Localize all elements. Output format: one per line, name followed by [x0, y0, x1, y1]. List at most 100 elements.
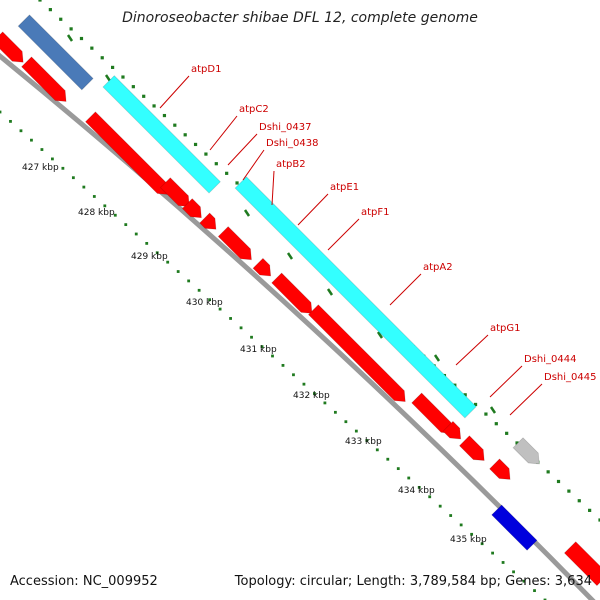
tick-dot: [173, 123, 177, 127]
gene-label-leader: [209, 115, 238, 151]
gene-label[interactable]: atpA2: [423, 262, 453, 273]
length-label: Length:: [356, 574, 406, 589]
tick-dot: [292, 373, 295, 377]
gene-red-small[interactable]: [489, 458, 511, 480]
major-tick: [104, 74, 112, 82]
gene-Dshi_0437[interactable]: [181, 198, 202, 219]
major-tick: [286, 252, 294, 260]
tick-dot: [588, 508, 592, 512]
accession-label: Accession:: [10, 574, 79, 589]
major-tick: [326, 288, 334, 296]
features-layer: [0, 14, 600, 587]
gene-atpD1[interactable]: [84, 111, 169, 195]
tick-dot: [260, 345, 264, 349]
tick-dot: [214, 162, 218, 166]
inner-tick-row: [0, 110, 547, 600]
tick-dot: [121, 75, 125, 79]
tick-dot: [103, 204, 107, 208]
tick-dot: [166, 260, 170, 264]
gene-label-leader: [389, 273, 422, 306]
gene-atpF1[interactable]: [271, 272, 313, 314]
gene-Dshi_0445[interactable]: [458, 435, 485, 461]
tick-dot: [428, 495, 432, 499]
tick-dot: [543, 598, 547, 600]
tick-dot: [176, 270, 180, 273]
gene-label[interactable]: Dshi_0438: [266, 138, 318, 149]
feature-atp-cluster[interactable]: [234, 176, 477, 419]
tick-dot: [522, 579, 526, 583]
tick-dot: [61, 166, 65, 170]
gene-label-leader: [242, 149, 265, 181]
gene-Dshi_0438[interactable]: [199, 212, 217, 230]
gene-label[interactable]: atpG1: [490, 323, 521, 334]
feature-steel-blue[interactable]: [17, 14, 94, 91]
gene-atpC2[interactable]: [159, 177, 190, 208]
tick-dot: [375, 448, 379, 452]
tick-dot: [51, 157, 54, 161]
scale-label: 430 kbp: [186, 298, 223, 308]
tick-dot: [515, 441, 519, 445]
tick-dot: [90, 46, 94, 50]
gene-label[interactable]: atpB2: [276, 159, 306, 170]
gene-Dshi_0444[interactable]: [442, 420, 462, 440]
tick-dot: [313, 392, 316, 395]
gene-label[interactable]: atpC2: [239, 104, 269, 115]
gene-label[interactable]: atpD1: [191, 64, 221, 75]
gene-labels-layer: atpD1 atpC2 Dshi_0437 Dshi_0438 atpB2 atpE1 at…: [159, 64, 596, 416]
tick-dot: [556, 479, 561, 484]
tick-dot: [512, 570, 515, 574]
map-title: Dinoroseobacter shibae DFL 12, complete …: [122, 10, 478, 26]
tick-dot: [19, 129, 23, 133]
tick-dot: [386, 457, 390, 461]
tick-dot: [505, 431, 509, 435]
tick-dot: [567, 489, 571, 493]
tick-dot: [491, 551, 494, 555]
gene-red-right[interactable]: [563, 541, 600, 587]
tick-dot: [302, 382, 306, 386]
tick-dot: [218, 307, 222, 311]
genome-summary: Topology: circular; Length: 3,789,584 bp…: [234, 574, 592, 589]
tick-dot: [131, 85, 135, 89]
tick-dot: [459, 523, 463, 527]
major-tick: [489, 406, 497, 414]
gene-label-leader: [271, 170, 275, 206]
tick-dot: [113, 213, 117, 217]
tick-dot: [71, 176, 75, 180]
tick-dot: [281, 363, 285, 367]
scale-label: 433 kbp: [345, 437, 382, 447]
tick-dot: [69, 27, 73, 31]
tick-dot: [501, 561, 505, 564]
gene-label[interactable]: Dshi_0437: [259, 122, 311, 133]
gene-atpE1[interactable]: [252, 257, 272, 277]
gene-atpB2[interactable]: [217, 226, 252, 261]
feature-blue[interactable]: [491, 504, 538, 551]
gene-label[interactable]: atpF1: [361, 207, 390, 218]
feature-grey[interactable]: [512, 437, 540, 465]
tick-dot: [204, 152, 208, 156]
topology-label: Topology:: [234, 574, 296, 589]
tick-dot: [225, 171, 229, 175]
tick-dot: [124, 223, 128, 227]
gene-label[interactable]: atpE1: [330, 182, 359, 193]
tick-dot: [396, 467, 400, 471]
scale-label: 435 kbp: [450, 535, 487, 545]
tick-dot: [577, 499, 581, 503]
accession-info: Accession: NC_009952: [10, 574, 158, 589]
gene-label[interactable]: Dshi_0445: [544, 372, 596, 383]
tick-dot: [417, 485, 421, 489]
feature-atpD1[interactable]: [102, 75, 221, 194]
tick-dot: [229, 317, 232, 320]
gene-red-left-1[interactable]: [0, 31, 24, 63]
scale-label: 429 kbp: [131, 252, 168, 262]
tick-dot: [438, 504, 442, 508]
tick-dot: [59, 17, 63, 21]
tick-dot: [533, 589, 536, 593]
gene-atpA2[interactable]: [307, 304, 406, 403]
topology-value: circular: [299, 574, 348, 589]
tick-dot: [546, 470, 550, 474]
tick-dot: [142, 94, 146, 98]
gene-red-left-2[interactable]: [21, 56, 67, 102]
accession-value: NC_009952: [82, 574, 158, 589]
gene-label[interactable]: Dshi_0444: [524, 354, 576, 365]
